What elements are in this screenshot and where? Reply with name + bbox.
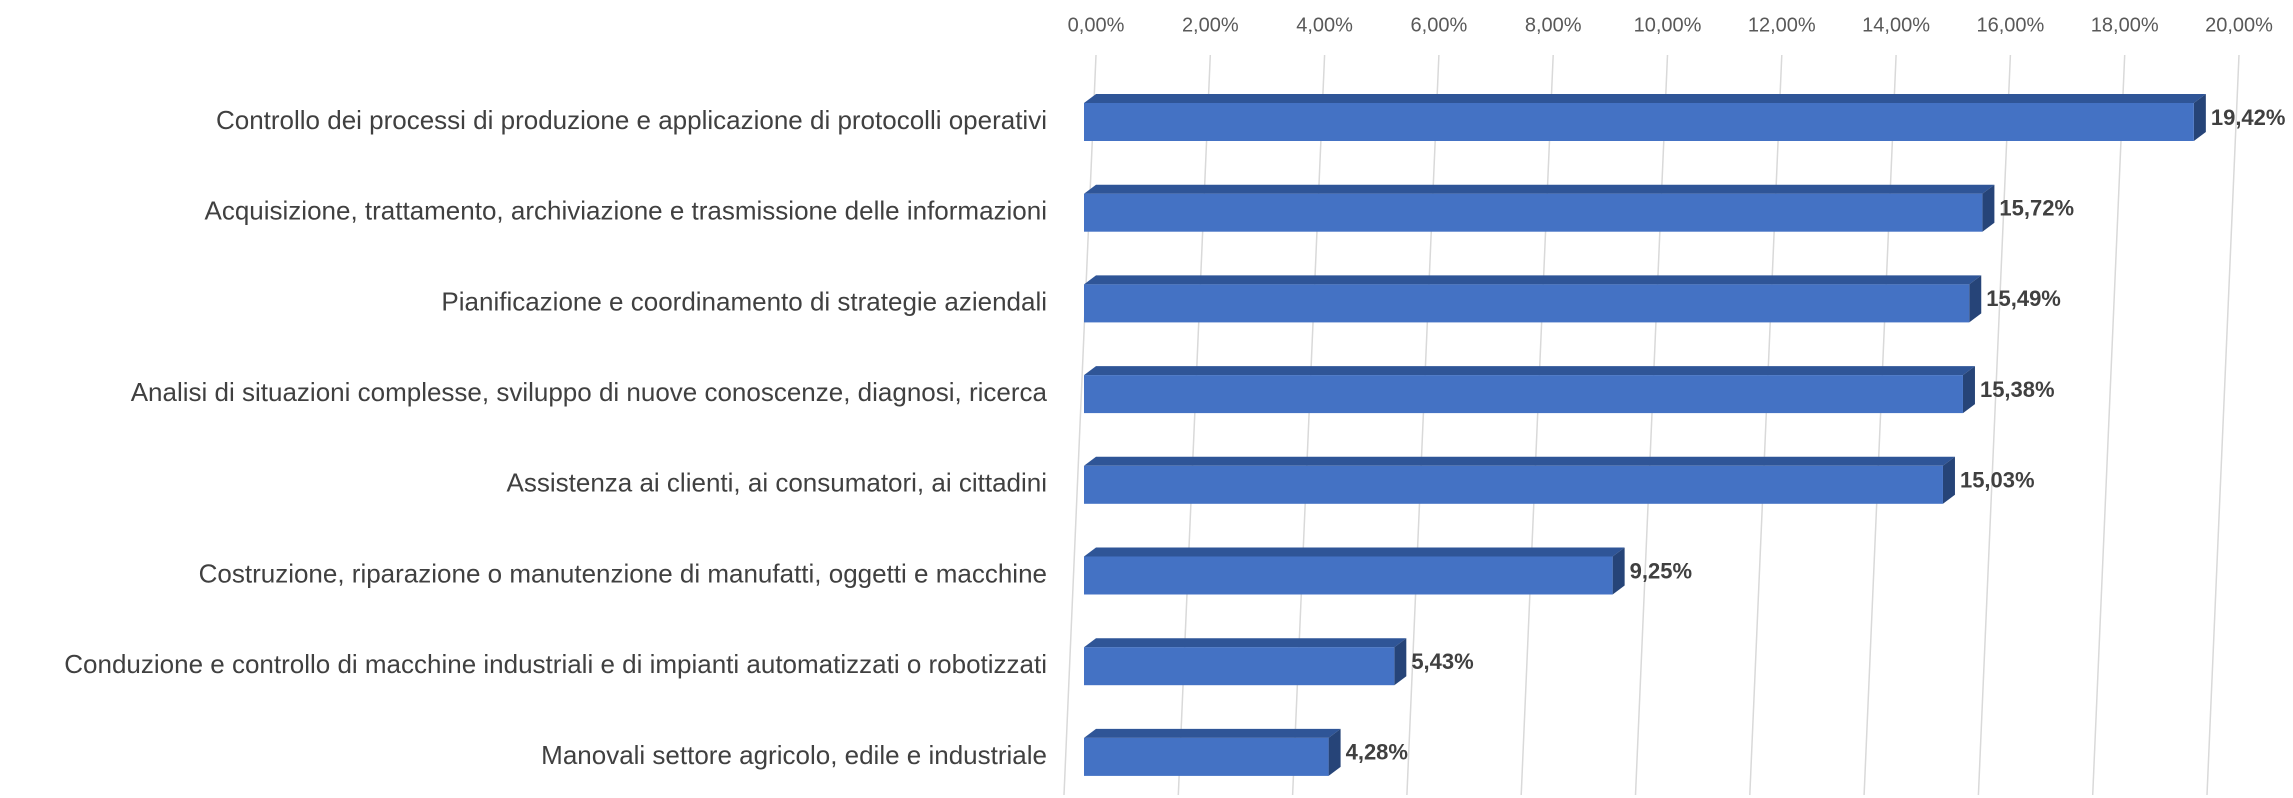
bar	[1084, 193, 1983, 232]
x-tick-label: 2,00%	[1182, 14, 1239, 36]
bar-top	[1084, 456, 1955, 466]
category-label: Conduzione e controllo di macchine indus…	[64, 649, 1047, 679]
bar-side	[1982, 184, 1995, 232]
bar-top	[1084, 366, 1975, 376]
category-label: Assistenza ai clienti, ai consumatori, a…	[507, 468, 1047, 498]
bar-top	[1084, 275, 1982, 285]
category-label: Costruzione, riparazione o manutenzione …	[199, 558, 1047, 588]
bar-side	[1612, 547, 1625, 595]
value-label: 19,42%	[2211, 105, 2286, 130]
grid-line	[1749, 54, 1783, 796]
grid-line	[2206, 54, 2240, 796]
bar-top	[1084, 94, 2206, 103]
x-tick-label: 14,00%	[1862, 14, 1930, 36]
x-tick-label: 6,00%	[1411, 14, 1468, 36]
value-label: 9,25%	[1630, 558, 1692, 583]
bar-top	[1084, 547, 1625, 557]
category-label: Pianificazione e coordinamento di strate…	[441, 286, 1047, 316]
value-label: 5,43%	[1411, 649, 1473, 674]
grid-line	[1863, 54, 1897, 796]
grid-line	[2091, 54, 2126, 796]
x-tick-label: 18,00%	[2091, 14, 2159, 36]
category-label: Controllo dei processi di produzione e a…	[216, 105, 1047, 135]
value-label: 15,03%	[1960, 468, 2035, 493]
bar-top	[1084, 638, 1407, 648]
bar-top	[1084, 728, 1341, 738]
bar-top	[1084, 184, 1995, 194]
category-label: Acquisizione, trattamento, archiviazione…	[204, 196, 1047, 226]
bar-side	[1394, 638, 1407, 686]
bar-side	[1328, 728, 1341, 776]
bar	[1084, 103, 2194, 141]
x-tick-label: 0,00%	[1068, 14, 1125, 36]
bar	[1084, 375, 1963, 414]
bar	[1084, 465, 1943, 504]
bar-side	[1969, 275, 1982, 323]
bar	[1084, 556, 1613, 595]
x-tick-label: 12,00%	[1748, 14, 1816, 36]
bar	[1084, 284, 1970, 323]
bar-side	[1962, 366, 1975, 414]
x-tick-label: 8,00%	[1525, 14, 1582, 36]
grid-line	[1520, 54, 1554, 796]
value-label: 4,28%	[1346, 740, 1408, 765]
x-tick-label: 16,00%	[1976, 14, 2044, 36]
value-label: 15,38%	[1980, 377, 2055, 402]
value-label: 15,72%	[1999, 196, 2074, 221]
grid-line	[1063, 54, 1097, 796]
x-tick-label: 4,00%	[1296, 14, 1353, 36]
category-label: Manovali settore agricolo, edile e indus…	[541, 740, 1047, 770]
bar-side	[2193, 94, 2206, 141]
bar-side	[1942, 456, 1955, 504]
x-tick-label: 20,00%	[2205, 14, 2273, 36]
grid-line	[1634, 54, 1669, 796]
x-tick-label: 10,00%	[1634, 14, 1702, 36]
bar	[1084, 647, 1395, 686]
category-label: Analisi di situazioni complesse, svilupp…	[131, 377, 1048, 407]
grid-line	[1977, 54, 2012, 796]
value-label: 15,49%	[1986, 286, 2061, 311]
bar	[1084, 737, 1329, 776]
grid-line	[1406, 54, 1440, 796]
